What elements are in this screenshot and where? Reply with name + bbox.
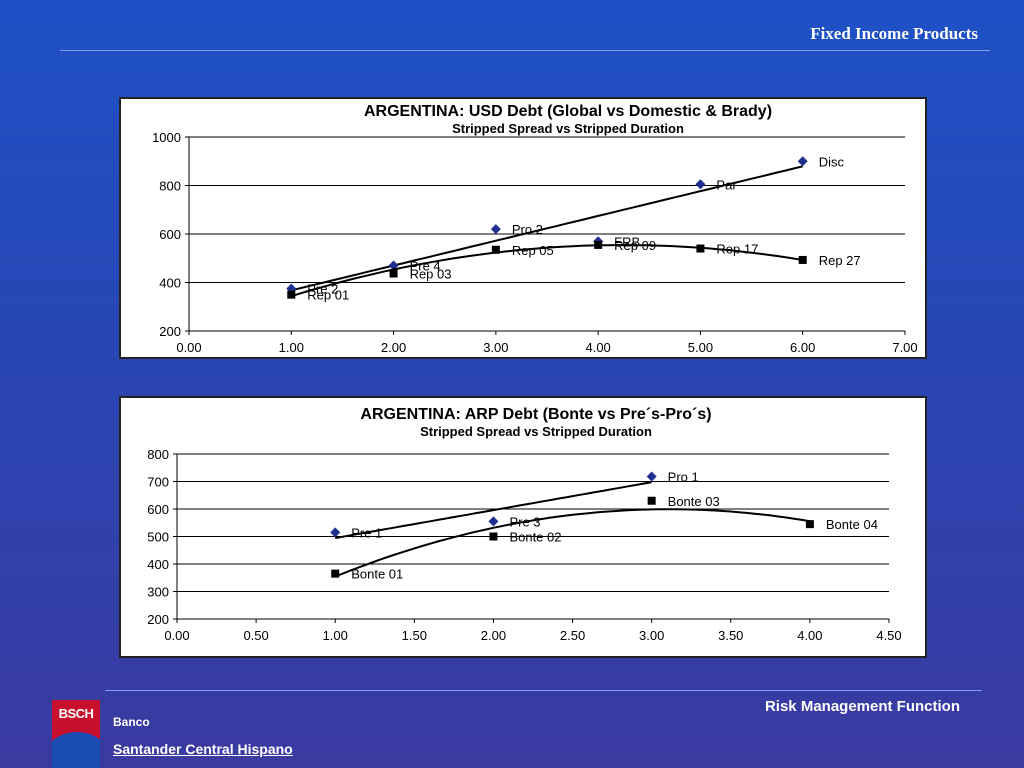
bank-label: Banco bbox=[113, 715, 150, 729]
y-tick-label: 700 bbox=[147, 475, 169, 490]
point-label: Rep 09 bbox=[614, 238, 656, 253]
point-label: Pre 1 bbox=[351, 525, 382, 540]
y-tick-label: 600 bbox=[147, 502, 169, 517]
usd-debt-chart: ARGENTINA: USD Debt (Global vs Domestic … bbox=[119, 97, 927, 359]
chart-subtitle: Stripped Spread vs Stripped Duration bbox=[420, 424, 652, 439]
square-point bbox=[594, 240, 603, 249]
logo-text: BSCH bbox=[58, 706, 94, 721]
y-tick-label: 800 bbox=[159, 179, 181, 194]
x-tick-label: 5.00 bbox=[688, 340, 713, 355]
point-label: Bonte 03 bbox=[668, 494, 720, 509]
point-label: Bonte 01 bbox=[351, 567, 403, 582]
point-label: Rep 05 bbox=[512, 243, 554, 258]
x-tick-label: 4.00 bbox=[797, 628, 822, 643]
square-point bbox=[647, 496, 656, 505]
y-tick-label: 800 bbox=[147, 447, 169, 462]
diamond-point bbox=[797, 156, 808, 167]
x-tick-label: 3.50 bbox=[718, 628, 743, 643]
y-tick-label: 600 bbox=[159, 227, 181, 242]
point-label: Par bbox=[716, 177, 737, 192]
square-point bbox=[696, 244, 705, 253]
x-tick-label: 4.00 bbox=[585, 340, 610, 355]
square-trendline bbox=[334, 508, 811, 578]
arp-debt-chart-svg: ARGENTINA: ARP Debt (Bonte vs Pre´s-Pro´… bbox=[147, 406, 901, 643]
square-point bbox=[287, 290, 296, 299]
square-point bbox=[389, 269, 398, 278]
x-tick-label: 0.50 bbox=[243, 628, 268, 643]
point-label: Bonte 02 bbox=[509, 530, 561, 545]
x-tick-label: 3.00 bbox=[483, 340, 508, 355]
point-label: Bonte 04 bbox=[826, 517, 878, 532]
page-title: Fixed Income Products bbox=[810, 24, 978, 43]
bottom-divider bbox=[105, 690, 982, 691]
diamond-point bbox=[490, 224, 501, 235]
y-tick-label: 400 bbox=[159, 276, 181, 291]
bank-name-link[interactable]: Santander Central Hispano bbox=[113, 741, 293, 757]
x-tick-label: 1.00 bbox=[323, 628, 348, 643]
x-tick-label: 3.00 bbox=[639, 628, 664, 643]
x-tick-label: 1.00 bbox=[279, 340, 304, 355]
x-tick-label: 2.00 bbox=[381, 340, 406, 355]
point-label: Rep 27 bbox=[819, 253, 861, 268]
diamond-point bbox=[488, 516, 499, 527]
x-tick-label: 6.00 bbox=[790, 340, 815, 355]
square-point bbox=[489, 532, 498, 541]
x-tick-label: 0.00 bbox=[176, 340, 201, 355]
y-tick-label: 500 bbox=[147, 530, 169, 545]
x-tick-label: 4.50 bbox=[876, 628, 901, 643]
bsch-logo: BSCH bbox=[52, 700, 100, 768]
usd-debt-chart-svg: ARGENTINA: USD Debt (Global vs Domestic … bbox=[152, 103, 918, 355]
square-trendline bbox=[291, 243, 803, 298]
x-tick-label: 0.00 bbox=[164, 628, 189, 643]
logo-swoosh bbox=[52, 732, 100, 768]
point-label: Rep 17 bbox=[716, 242, 758, 257]
diamond-trendline bbox=[291, 165, 803, 292]
chart-subtitle: Stripped Spread vs Stripped Duration bbox=[452, 121, 684, 136]
square-point bbox=[798, 255, 807, 264]
x-tick-label: 2.50 bbox=[560, 628, 585, 643]
y-tick-label: 300 bbox=[147, 585, 169, 600]
square-point bbox=[491, 245, 500, 254]
diamond-point bbox=[330, 527, 341, 538]
y-tick-label: 200 bbox=[147, 612, 169, 627]
point-label: Pro 1 bbox=[668, 470, 699, 485]
square-point bbox=[805, 520, 814, 529]
footer-function-label: Risk Management Function bbox=[764, 698, 960, 715]
diamond-point bbox=[646, 471, 657, 482]
point-label: Rep 03 bbox=[410, 267, 452, 282]
x-tick-label: 1.50 bbox=[402, 628, 427, 643]
chart-title: ARGENTINA: USD Debt (Global vs Domestic … bbox=[364, 103, 772, 120]
top-divider bbox=[60, 50, 990, 51]
arp-debt-chart: ARGENTINA: ARP Debt (Bonte vs Pre´s-Pro´… bbox=[119, 396, 927, 658]
y-tick-label: 200 bbox=[159, 324, 181, 339]
y-tick-label: 400 bbox=[147, 557, 169, 572]
x-tick-label: 7.00 bbox=[892, 340, 917, 355]
point-label: Rep 01 bbox=[307, 288, 349, 303]
chart-title: ARGENTINA: ARP Debt (Bonte vs Pre´s-Pro´… bbox=[360, 406, 711, 423]
point-label: Pro 2 bbox=[512, 222, 543, 237]
y-tick-label: 1000 bbox=[152, 130, 181, 145]
diamond-point bbox=[695, 179, 706, 190]
diamond-trendline bbox=[335, 481, 652, 539]
x-tick-label: 2.00 bbox=[481, 628, 506, 643]
square-point bbox=[331, 569, 340, 578]
point-label: Disc bbox=[819, 154, 845, 169]
